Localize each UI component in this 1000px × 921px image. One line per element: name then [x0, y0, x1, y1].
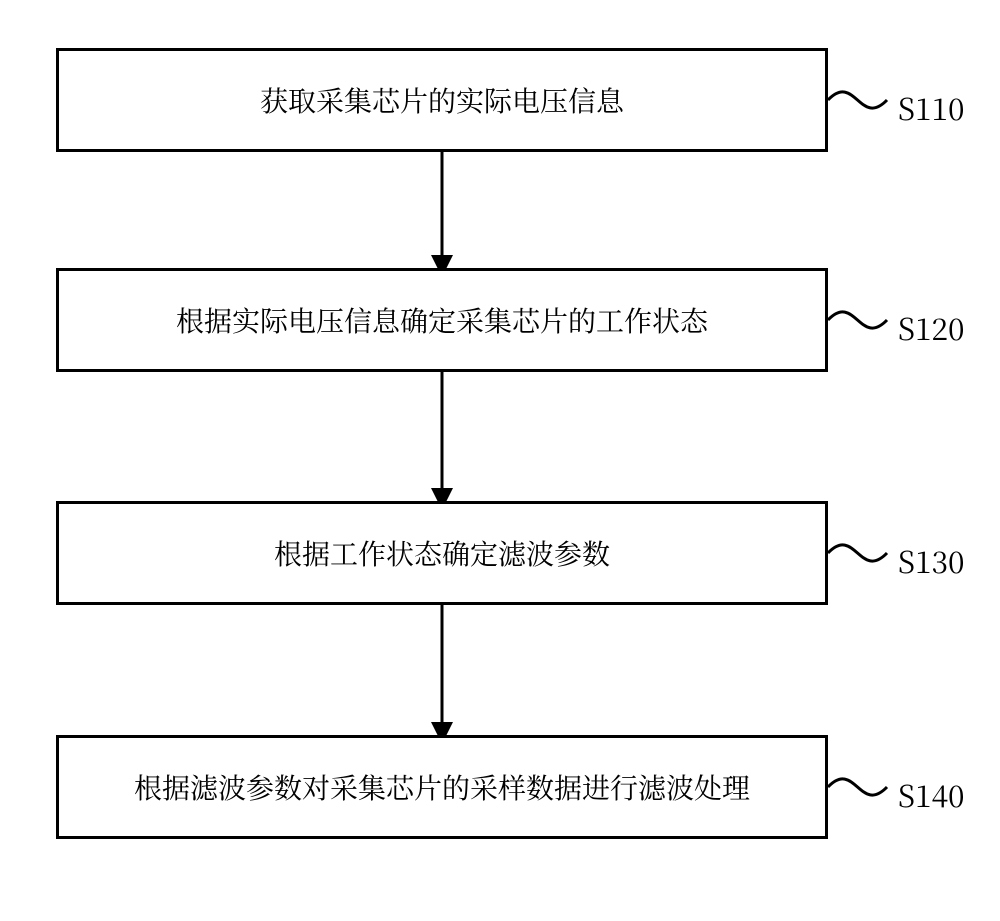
flowchart-step-text: 根据滤波参数对采集芯片的采样数据进行滤波处理 — [134, 767, 750, 807]
flowchart-step-text: 根据实际电压信息确定采集芯片的工作状态 — [176, 300, 708, 340]
flowchart-step-label: S140 — [898, 772, 965, 816]
flowchart-step-s110: 获取采集芯片的实际电压信息 — [56, 48, 828, 152]
flowchart-canvas: 获取采集芯片的实际电压信息 S110 根据实际电压信息确定采集芯片的工作状态 S120… — [0, 0, 1000, 921]
flowchart-step-label: S130 — [898, 538, 965, 582]
connector-curve — [828, 92, 887, 108]
connector-curve — [828, 779, 887, 795]
connector-curve — [828, 312, 887, 328]
flowchart-step-s130: 根据工作状态确定滤波参数 — [56, 501, 828, 605]
flowchart-step-label: S110 — [898, 85, 965, 129]
flowchart-step-text: 根据工作状态确定滤波参数 — [274, 533, 610, 573]
flowchart-step-s140: 根据滤波参数对采集芯片的采样数据进行滤波处理 — [56, 735, 828, 839]
connector-curve — [828, 545, 887, 561]
flowchart-step-s120: 根据实际电压信息确定采集芯片的工作状态 — [56, 268, 828, 372]
flowchart-step-text: 获取采集芯片的实际电压信息 — [260, 80, 624, 120]
flowchart-step-label: S120 — [898, 305, 965, 349]
